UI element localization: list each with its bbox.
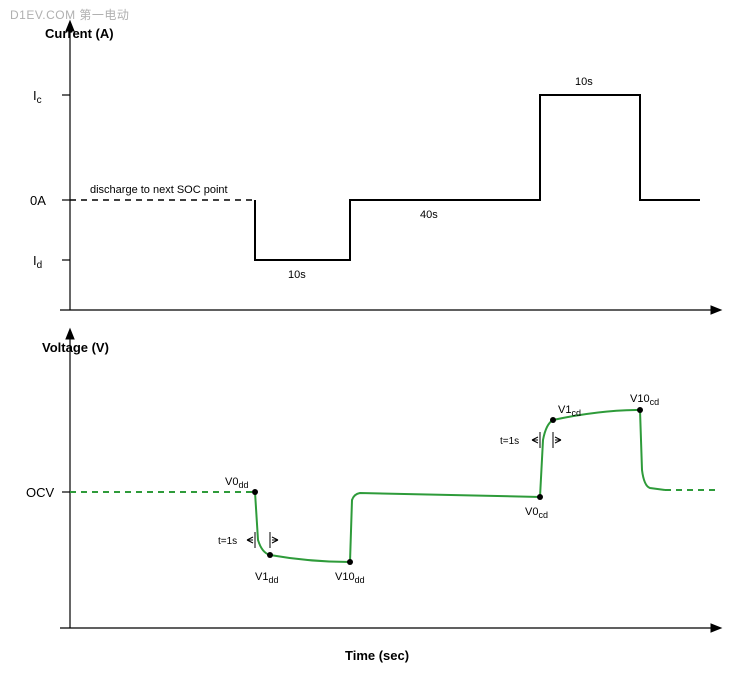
lbl-v0dd: V0dd [225,476,248,490]
pt-v0cd [537,494,543,500]
voltage-chart: Voltage (V) OCV V0dd V1dd V10dd V0cd V1c… [26,330,720,628]
label-id: Id [33,253,42,271]
arrow-t1s-left-b [272,537,278,543]
current-y-axis-label: Current (A) [45,26,114,41]
arrow-t1s-left-a [247,537,253,543]
voltage-trace [255,410,665,562]
label-ic: Ic [33,88,42,106]
discharge-text: discharge to next SOC point [90,184,228,196]
arrow-t1s-right-b [555,437,561,443]
pt-v1dd [267,552,273,558]
pt-v0dd [252,489,258,495]
lbl-t1s-right: t=1s [500,436,519,447]
watermark-left: D1EV.COM [10,8,76,22]
label-10s-charge: 10s [575,76,593,88]
t1s-left: t=1s [218,532,278,548]
voltage-y-axis-label: Voltage (V) [42,340,109,355]
pt-v1cd [550,417,556,423]
t1s-right: t=1s [500,432,561,448]
watermark-text: D1EV.COM 第一电动 [10,6,129,23]
current-chart: Ic 0A Id Current (A) discharge to next S… [30,22,720,310]
diagram-svg: Ic 0A Id Current (A) discharge to next S… [0,0,750,685]
label-40s-rest: 40s [420,209,438,221]
x-axis-label: Time (sec) [345,648,409,663]
label-ocv: OCV [26,485,55,500]
lbl-v1dd: V1dd [255,571,278,585]
watermark-right: 第一电动 [79,8,129,22]
lbl-v10cd: V10cd [630,393,659,407]
arrow-t1s-right-a [532,437,538,443]
lbl-v0cd: V0cd [525,506,548,520]
label-0a: 0A [30,193,46,208]
lbl-v10dd: V10dd [335,571,365,585]
pt-v10cd [637,407,643,413]
current-trace [255,95,700,260]
label-10s-discharge: 10s [288,269,306,281]
lbl-t1s-left: t=1s [218,536,237,547]
lbl-v1cd: V1cd [558,404,581,418]
pt-v10dd [347,559,353,565]
